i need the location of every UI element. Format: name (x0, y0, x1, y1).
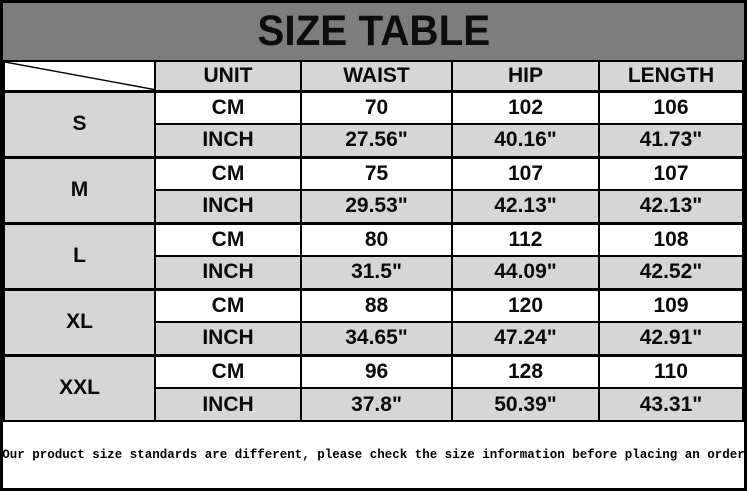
table-row-xl-inch: INCH 34.65" 47.24" 42.91" (4, 321, 744, 356)
title-bar: SIZE TABLE (3, 3, 744, 60)
table-row-l-inch: INCH 31.5" 44.09" 42.52" (4, 255, 744, 290)
size-label-xl: XL (3, 287, 156, 356)
hip-cell: 112 (451, 221, 600, 257)
hip-cell: 128 (451, 353, 600, 389)
table-row-xxl-cm: XXL CM 96 128 110 (3, 353, 744, 422)
length-cell: 109 (598, 287, 744, 323)
col-header-length: LENGTH (598, 60, 744, 92)
table-row-l-cm: L CM 80 112 108 (3, 221, 744, 290)
unit-cell: INCH (154, 123, 302, 158)
hip-cell: 50.39" (451, 387, 600, 422)
footer-note: Our product size standards are different… (3, 422, 744, 488)
page-title: SIZE TABLE (257, 7, 490, 55)
hip-cell: 120 (451, 287, 600, 323)
hip-cell: 42.13" (451, 189, 600, 224)
length-cell: 107 (598, 155, 744, 191)
header-row: UNIT WAIST HIP LENGTH (3, 60, 744, 92)
col-header-waist: WAIST (300, 60, 453, 92)
unit-cell: CM (154, 221, 302, 257)
hip-cell: 44.09" (451, 255, 600, 290)
unit-cell: CM (154, 287, 302, 323)
unit-cell: CM (154, 155, 302, 191)
hip-cell: 47.24" (451, 321, 600, 356)
table-row-s-inch: INCH 27.56" 40.16" 41.73" (4, 123, 744, 158)
table-row-xl-cm: XL CM 88 120 109 (3, 287, 744, 356)
size-label-s: S (3, 89, 156, 158)
waist-cell: 80 (300, 221, 453, 257)
diagonal-corner-cell (3, 60, 156, 92)
unit-cell: CM (154, 353, 302, 389)
length-cell: 42.91" (598, 321, 744, 356)
waist-cell: 37.8" (300, 387, 453, 422)
hip-cell: 107 (451, 155, 600, 191)
table-row-m-inch: INCH 29.53" 42.13" 42.13" (4, 189, 744, 224)
unit-cell: INCH (154, 321, 302, 356)
length-cell: 41.73" (598, 123, 744, 158)
length-cell: 42.13" (598, 189, 744, 224)
length-cell: 42.52" (598, 255, 744, 290)
waist-cell: 70 (300, 89, 453, 125)
diagonal-line-icon (5, 62, 154, 90)
waist-cell: 96 (300, 353, 453, 389)
waist-cell: 31.5" (300, 255, 453, 290)
size-table: UNIT WAIST HIP LENGTH S CM 70 102 106 IN… (3, 60, 744, 422)
footer-note-text: Our product size standards are different… (2, 448, 745, 462)
size-label-l: L (3, 221, 156, 290)
table-row-m-cm: M CM 75 107 107 (3, 155, 744, 224)
col-header-unit: UNIT (154, 60, 302, 92)
unit-cell: INCH (154, 255, 302, 290)
length-cell: 110 (598, 353, 744, 389)
waist-cell: 27.56" (300, 123, 453, 158)
waist-cell: 88 (300, 287, 453, 323)
size-label-xxl: XXL (3, 353, 156, 422)
waist-cell: 29.53" (300, 189, 453, 224)
length-cell: 106 (598, 89, 744, 125)
waist-cell: 75 (300, 155, 453, 191)
col-header-hip: HIP (451, 60, 600, 92)
length-cell: 43.31" (598, 387, 744, 422)
waist-cell: 34.65" (300, 321, 453, 356)
size-label-m: M (3, 155, 156, 224)
table-row-xxl-inch: INCH 37.8" 50.39" 43.31" (4, 387, 744, 422)
hip-cell: 40.16" (451, 123, 600, 158)
unit-cell: INCH (154, 189, 302, 224)
table-row-s-cm: S CM 70 102 106 (3, 89, 744, 158)
unit-cell: CM (154, 89, 302, 125)
hip-cell: 102 (451, 89, 600, 125)
length-cell: 108 (598, 221, 744, 257)
unit-cell: INCH (154, 387, 302, 422)
